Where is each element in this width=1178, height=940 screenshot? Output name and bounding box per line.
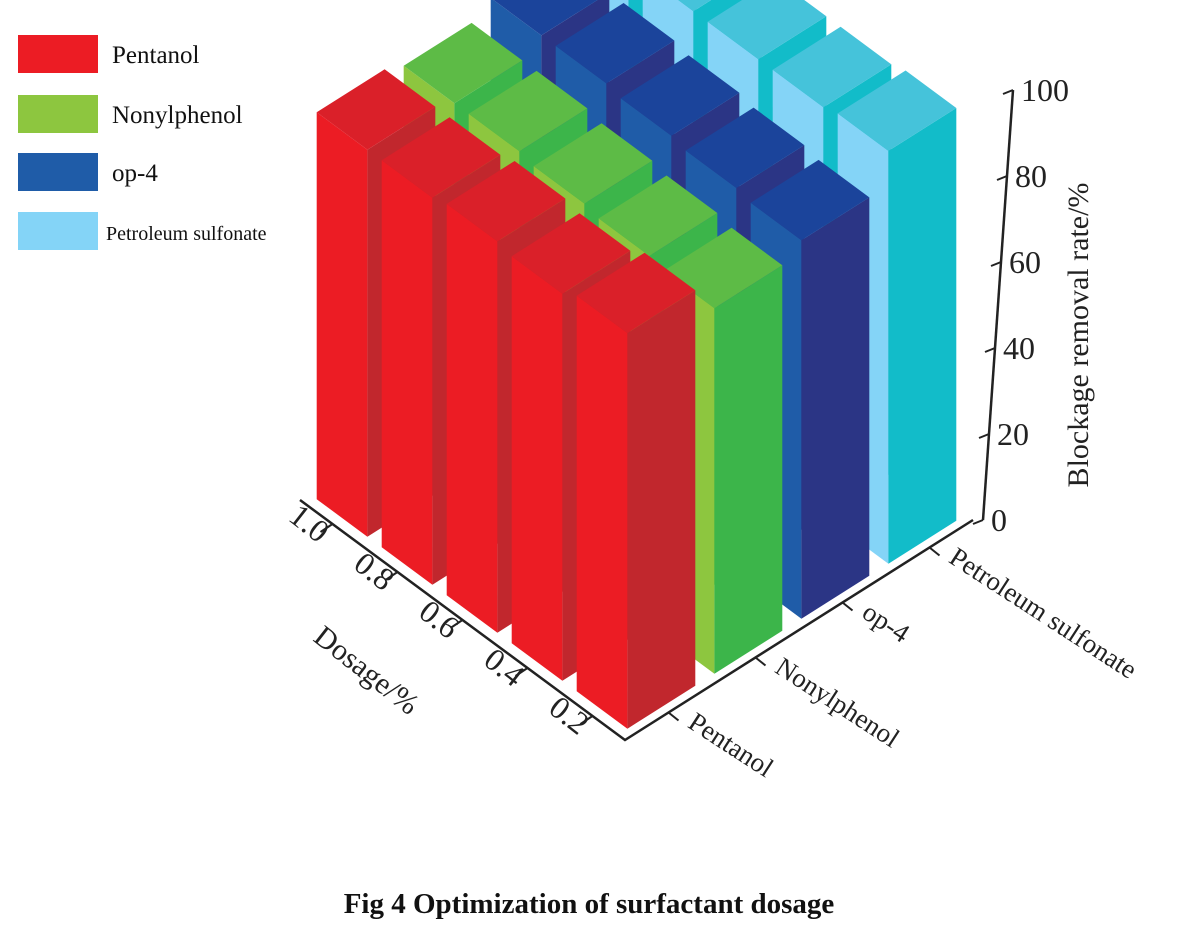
bar-top-face (750, 159, 870, 241)
z-tick-label: 0 (991, 502, 1007, 538)
bar-top-face (555, 3, 675, 84)
legend-label: op-4 (112, 160, 158, 187)
z-axis-line (981, 89, 1015, 521)
bar-right-face (888, 108, 957, 564)
z-tick (978, 433, 990, 439)
z-tick (1002, 89, 1014, 95)
bar-top-face (685, 107, 805, 188)
bar-top-face (772, 26, 892, 108)
y-tick-label: Petroleum sulfonate (944, 541, 1142, 684)
y-tick (841, 601, 854, 612)
z-tick (990, 261, 1002, 267)
legend-label: Pentanol (112, 42, 200, 69)
bar-left-face (576, 295, 628, 729)
bar-right-face (714, 265, 783, 674)
bar-top-face (707, 0, 827, 60)
legend-swatch (18, 95, 98, 133)
legend: Pentanol Nonylphenol op-4 Petroleum sulfona… (18, 35, 267, 250)
z-tick (996, 175, 1008, 181)
x-tick (579, 715, 594, 725)
legend-label: Petroleum sulfonate (106, 223, 267, 245)
bar-top-face (598, 175, 718, 256)
x-axis-label: Dosage/% (308, 620, 425, 722)
bar-top-face (493, 0, 598, 36)
z-axis-label: Blockage removal rate/% (1062, 183, 1095, 488)
bar-left-face (381, 160, 433, 585)
bar-top-face (403, 22, 523, 104)
legend-item: Nonylphenol (18, 95, 243, 133)
bar-top-face (837, 70, 957, 151)
y-tick (667, 711, 680, 722)
legend-swatch (18, 35, 98, 73)
y-tick-label: op-4 (857, 596, 915, 648)
y-tick (928, 546, 941, 557)
bar-left-face (511, 256, 563, 681)
bar-top-face (316, 69, 436, 150)
x-tick (449, 619, 464, 629)
bar-top-face (468, 70, 588, 152)
bars (316, 0, 957, 729)
bar-top-face (511, 213, 631, 294)
x-tick (514, 667, 529, 677)
bar-right-face (627, 290, 696, 729)
z-tick-label: 60 (1009, 244, 1041, 280)
y-tick-label: Pentanol (683, 706, 779, 783)
bar-top-face (620, 55, 740, 136)
bar-left-face (446, 203, 498, 633)
base-axis-lines (299, 498, 974, 742)
y-tick-label: Nonylphenol (770, 651, 905, 753)
z-tick (984, 347, 996, 353)
x-tick (319, 523, 334, 533)
bar-top-face (576, 252, 696, 334)
bar-top-face (381, 117, 501, 198)
z-tick (972, 519, 984, 525)
z-tick-label: 20 (997, 416, 1029, 452)
legend-swatch (18, 153, 98, 191)
z-tick-label: 40 (1003, 330, 1035, 366)
y-tick (754, 656, 767, 667)
bar-top-face (678, 0, 712, 12)
bar-top-face (446, 161, 566, 242)
bar-right-face (801, 197, 870, 619)
z-tick-label: 100 (1021, 72, 1069, 108)
legend-item: op-4 (18, 153, 158, 191)
bar-top-face (533, 123, 653, 204)
figure-caption: Fig 4 Optimization of surfactant dosage (343, 888, 835, 920)
legend-swatch (18, 212, 98, 250)
bar-pentanol-0.2 (576, 252, 696, 729)
legend-item: Pentanol (18, 35, 200, 73)
bar-left-face (316, 112, 368, 537)
x-tick (384, 571, 399, 581)
bar-top-face (663, 227, 783, 309)
legend-label: Nonylphenol (112, 102, 243, 129)
legend-item: Petroleum sulfonate (18, 212, 267, 250)
z-tick-label: 80 (1015, 158, 1047, 194)
